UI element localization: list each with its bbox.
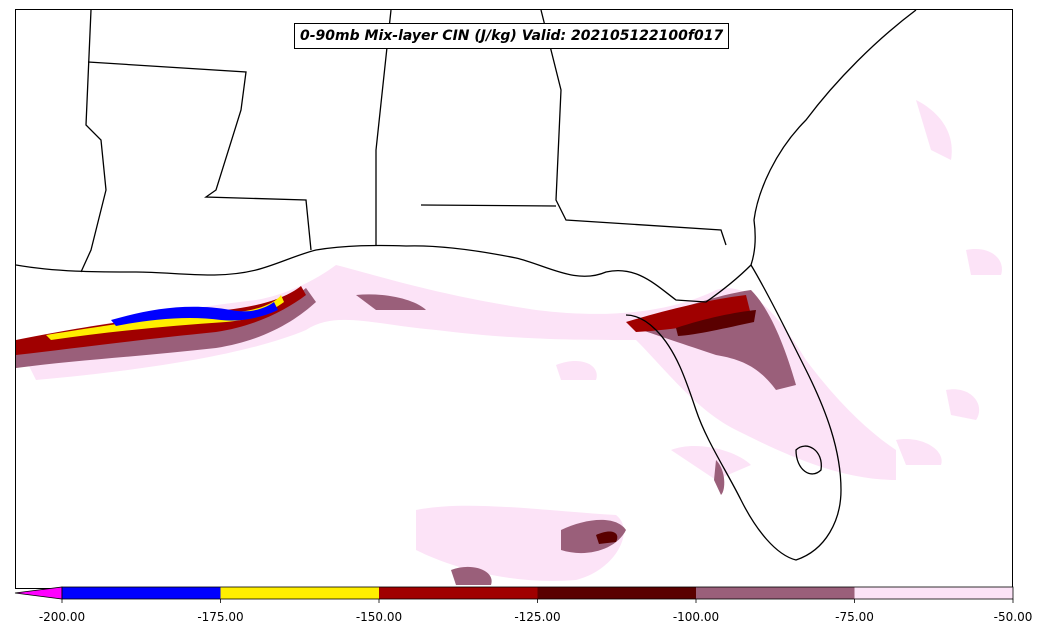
colorbar-tick-label: -150.00 xyxy=(355,610,403,624)
colorbar-segment xyxy=(379,587,538,599)
state-borders xyxy=(80,10,727,273)
colorbar-segment xyxy=(854,587,1013,599)
colorbar-extend-min xyxy=(14,586,63,600)
map-canvas xyxy=(16,10,1002,585)
cin-shading-blue xyxy=(111,302,278,326)
colorbar xyxy=(14,586,1014,603)
colorbar-tick-label: -75.00 xyxy=(835,610,874,624)
coastlines xyxy=(16,10,917,561)
colorbar-segment xyxy=(62,587,221,599)
cin-shading-yellow xyxy=(46,295,284,340)
colorbar-tick-label: -50.00 xyxy=(993,610,1033,624)
cin-shading-maroon xyxy=(596,310,756,544)
map-panel: 0-90mb Mix-layer CIN (J/kg) Valid: 20210… xyxy=(15,9,1013,589)
colorbar-tick-label: -200.00 xyxy=(38,610,86,624)
map-title: 0-90mb Mix-layer CIN (J/kg) Valid: 20210… xyxy=(294,23,730,49)
colorbar-tick-label: -175.00 xyxy=(197,610,244,624)
colorbar-segment xyxy=(696,587,855,599)
colorbar-segment xyxy=(220,587,379,599)
colorbar-tick-label: -125.00 xyxy=(514,610,561,624)
colorbar-tick-label: -100.00 xyxy=(672,610,720,624)
colorbar-segment xyxy=(537,587,696,599)
